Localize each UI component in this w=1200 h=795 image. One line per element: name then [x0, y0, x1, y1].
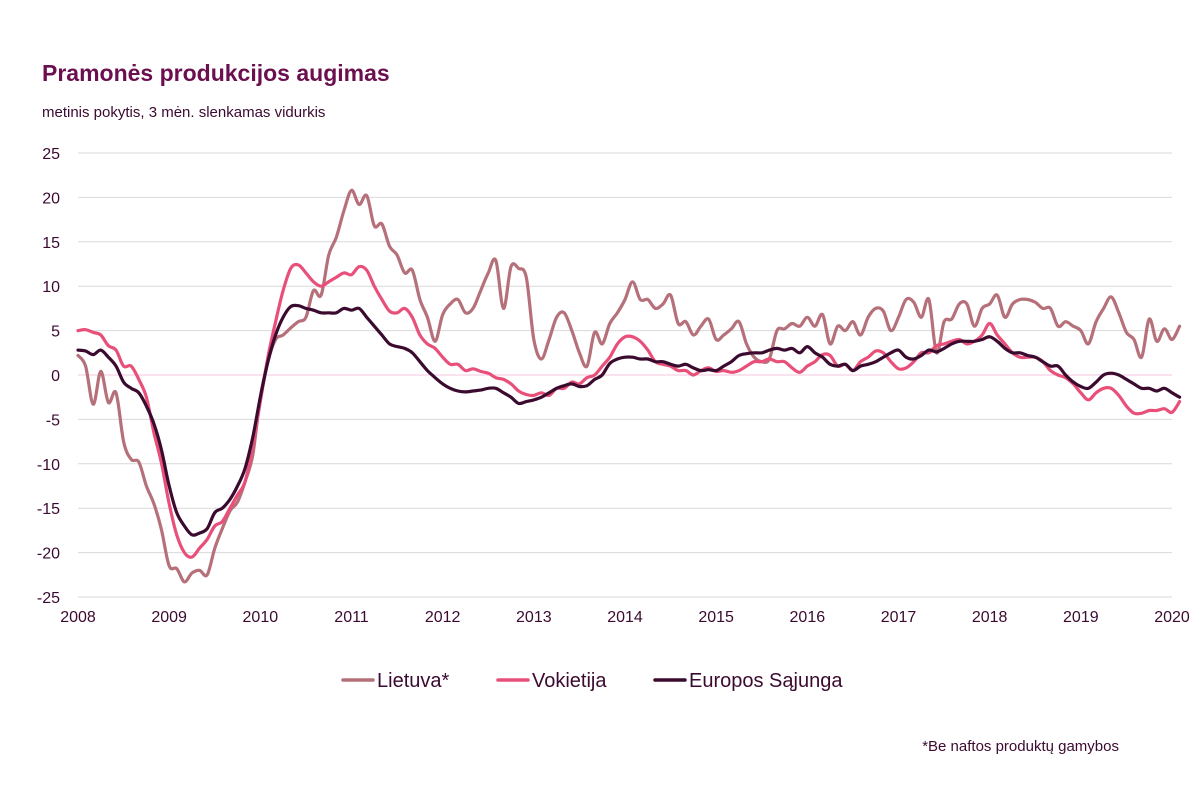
- y-tick-label: -25: [37, 590, 60, 607]
- europos-sajunga-series-line: [76, 303, 1182, 537]
- y-tick-label: 10: [42, 279, 60, 296]
- y-tick-label: 15: [42, 235, 60, 252]
- lietuva-series-line: [76, 188, 1182, 584]
- y-tick-label: 5: [51, 324, 60, 341]
- legend: Lietuva* Vokietija Europos Sąjunga: [341, 670, 843, 692]
- x-tick-label: 2014: [607, 609, 643, 626]
- y-tick-label: -20: [37, 546, 60, 563]
- x-tick-label: 2009: [151, 609, 187, 626]
- x-tick-label: 2016: [790, 609, 826, 626]
- y-tick-label: 25: [42, 146, 60, 163]
- x-tick-label: 2013: [516, 609, 552, 626]
- x-tick-label: 2011: [334, 609, 369, 626]
- grid-lines: [78, 152, 1172, 598]
- y-tick-label: -15: [37, 501, 60, 518]
- legend-item-europos-sajunga: Europos Sąjunga: [653, 670, 843, 692]
- x-tick-label: 2018: [972, 609, 1008, 626]
- x-tick-label: 2017: [881, 609, 917, 626]
- y-tick-label: -5: [46, 412, 60, 429]
- series-lines: [76, 188, 1182, 584]
- x-tick-label: 2008: [60, 609, 96, 626]
- legend-item-lietuva: Lietuva*: [341, 670, 449, 692]
- y-tick-label: 0: [51, 368, 60, 385]
- legend-label: Lietuva*: [377, 670, 449, 692]
- footnote: *Be naftos produktų gamybos: [922, 738, 1119, 755]
- x-tick-label: 2015: [698, 609, 734, 626]
- legend-item-vokietija: Vokietija: [496, 670, 607, 692]
- legend-label: Vokietija: [532, 670, 607, 692]
- y-tick-label: -10: [37, 457, 60, 474]
- chart-subtitle: metinis pokytis, 3 mėn. slenkamas vidurk…: [42, 104, 326, 121]
- chart-title: Pramonės produkcijos augimas: [42, 60, 390, 86]
- vokietija-series-line: [76, 262, 1182, 559]
- x-tick-label: 2019: [1063, 609, 1099, 626]
- x-tick-label: 2012: [425, 609, 461, 626]
- legend-label: Europos Sąjunga: [689, 670, 843, 692]
- x-tick-label: 2010: [243, 609, 279, 626]
- y-tick-label: 20: [42, 190, 60, 207]
- x-tick-label: 2020: [1154, 609, 1190, 626]
